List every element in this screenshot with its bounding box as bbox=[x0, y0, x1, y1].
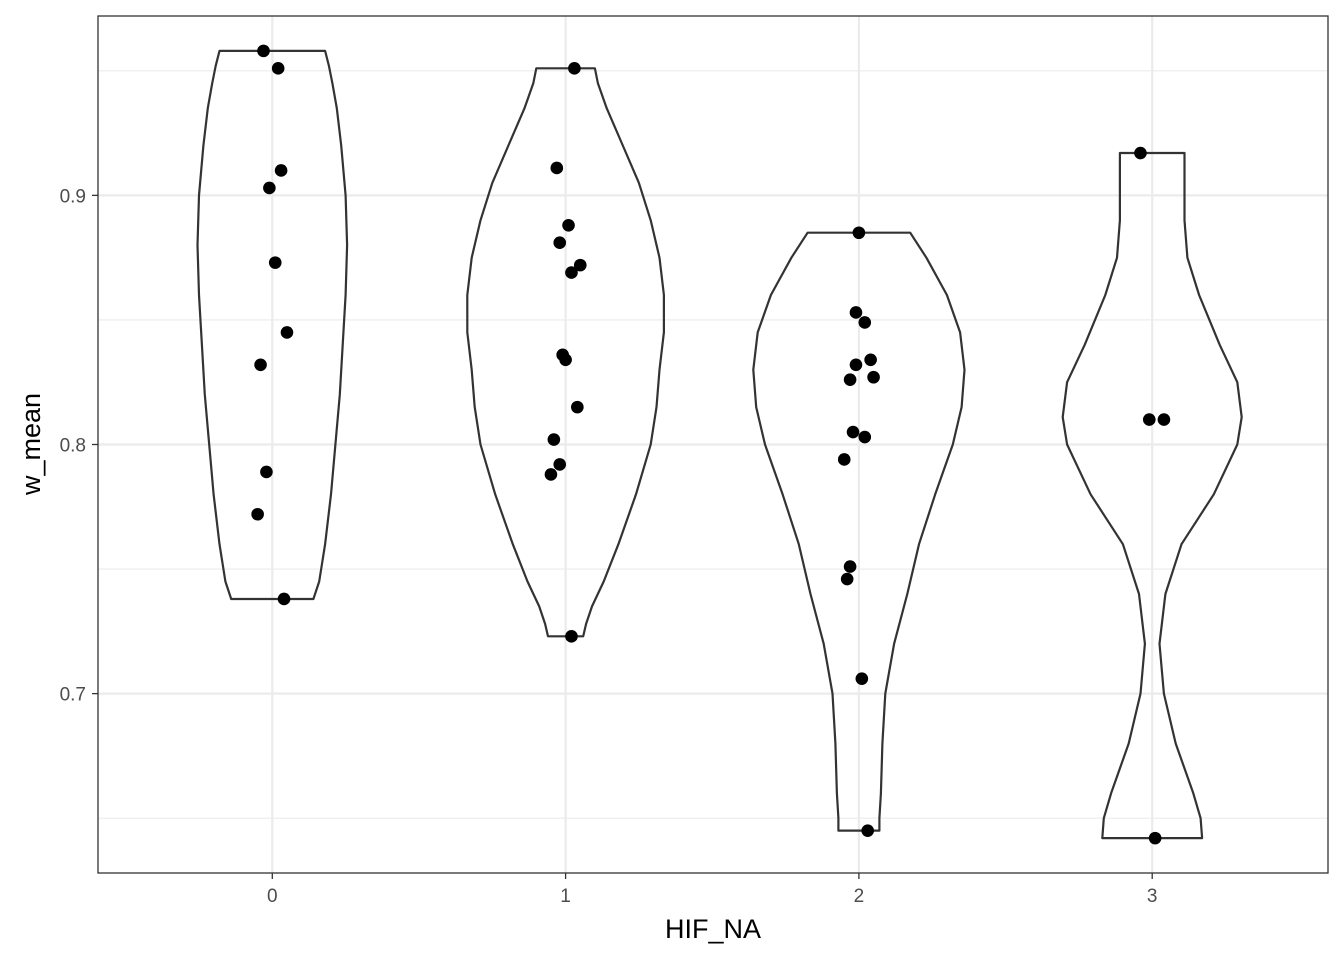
data-point bbox=[858, 430, 872, 444]
data-point bbox=[846, 425, 860, 439]
x-tick-label: 2 bbox=[854, 886, 865, 907]
x-axis-tick-labels: 0 1 2 3 bbox=[267, 886, 1157, 907]
violins bbox=[196, 49, 1243, 840]
data-point bbox=[553, 458, 567, 471]
data-point bbox=[271, 62, 285, 75]
data-point bbox=[858, 316, 872, 329]
data-point bbox=[849, 306, 863, 319]
data-point bbox=[274, 164, 288, 177]
y-tick-label: 0.7 bbox=[60, 685, 86, 706]
data-point bbox=[1148, 831, 1162, 845]
data-point bbox=[843, 373, 857, 387]
y-tick-label: 0.8 bbox=[60, 436, 86, 457]
data-point bbox=[544, 468, 558, 481]
data-point bbox=[565, 630, 578, 643]
data-point bbox=[547, 433, 561, 446]
y-axis-title: w_mean bbox=[16, 393, 46, 496]
data-point bbox=[843, 560, 857, 573]
data-point bbox=[550, 161, 564, 175]
data-point bbox=[867, 370, 880, 384]
data-point bbox=[559, 353, 572, 367]
data-point bbox=[1157, 413, 1171, 426]
violin-3 bbox=[1061, 151, 1243, 840]
y-axis-tick-labels: 0.7 0.8 0.9 bbox=[60, 186, 86, 705]
violin-1 bbox=[466, 67, 665, 638]
axis-ticks bbox=[92, 194, 1153, 879]
data-point bbox=[840, 572, 854, 586]
x-tick-label: 3 bbox=[1147, 886, 1158, 907]
data-point bbox=[861, 824, 874, 837]
data-point bbox=[257, 44, 270, 58]
data-point bbox=[251, 507, 264, 521]
violin-2 bbox=[752, 231, 966, 832]
data-point bbox=[553, 236, 567, 250]
data-points bbox=[251, 44, 1171, 845]
x-axis-title: HIF_NA bbox=[665, 914, 761, 944]
data-point bbox=[568, 62, 581, 75]
data-point bbox=[263, 181, 276, 195]
x-tick-label: 1 bbox=[560, 886, 571, 907]
minor-gridlines bbox=[98, 70, 1328, 819]
y-tick-label: 0.9 bbox=[60, 186, 86, 207]
data-point bbox=[573, 258, 587, 272]
x-tick-label: 0 bbox=[267, 886, 278, 907]
data-point bbox=[849, 358, 863, 372]
data-point bbox=[254, 358, 267, 372]
data-point bbox=[1142, 413, 1156, 426]
data-point bbox=[1134, 146, 1147, 160]
data-point bbox=[852, 226, 866, 240]
major-gridlines bbox=[98, 16, 1328, 873]
data-point bbox=[837, 453, 851, 466]
data-point bbox=[260, 465, 273, 479]
violin-0 bbox=[196, 49, 349, 601]
data-point bbox=[855, 672, 869, 685]
data-point bbox=[864, 353, 877, 367]
data-point bbox=[277, 592, 291, 606]
data-point bbox=[562, 218, 575, 232]
data-point bbox=[565, 266, 578, 279]
data-point bbox=[571, 400, 584, 414]
data-point bbox=[280, 326, 294, 339]
data-point bbox=[268, 256, 282, 269]
